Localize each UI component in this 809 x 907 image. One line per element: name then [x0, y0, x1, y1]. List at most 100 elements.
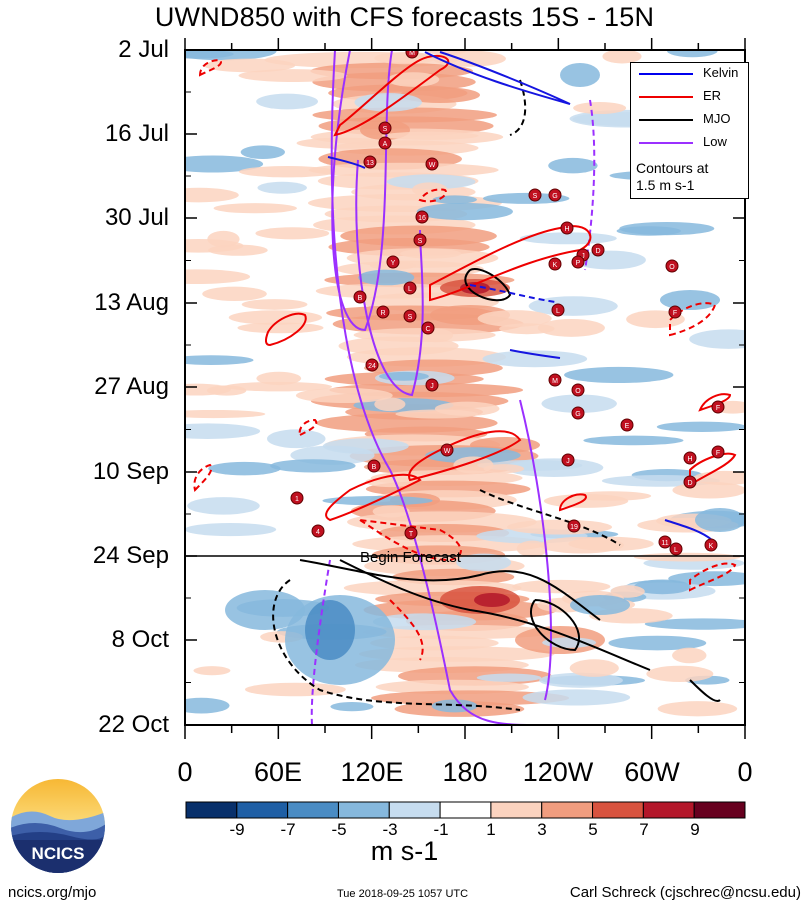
storm-marker-dot: [415, 210, 429, 224]
storm-marker: 19: [567, 519, 581, 533]
anomaly-patch: [381, 131, 479, 140]
colorbar-swatch: [185, 801, 238, 819]
storm-marker: 4: [311, 524, 325, 538]
x-tick-label: 120W: [522, 757, 594, 787]
colorbar-label: 7: [639, 820, 649, 839]
storm-marker-label: W: [444, 448, 451, 455]
legend-label: MJO: [703, 111, 731, 126]
legend-swatch: [639, 142, 693, 144]
contour-line: [310, 559, 331, 725]
storm-marker: 16: [415, 210, 429, 224]
colorbar-label: -7: [280, 820, 296, 839]
legend-label: Kelvin: [703, 65, 739, 80]
colorbar-swatch: [642, 801, 695, 819]
storm-marker: H: [683, 451, 697, 465]
colorbar-swatch: [337, 801, 390, 819]
storm-marker-label: 13: [366, 160, 374, 167]
anomaly-patch: [602, 50, 642, 64]
storm-marker-dot: [571, 255, 585, 269]
anomaly-patch: [185, 383, 231, 396]
contour-line: [519, 399, 552, 701]
storm-marker-dot: [620, 418, 634, 432]
colorbar-swatch: [236, 801, 289, 819]
contour-line: [325, 473, 422, 522]
anomaly-patch: [238, 166, 336, 178]
legend-label: ER: [703, 88, 722, 103]
legend-swatch: [639, 73, 693, 75]
anomaly-patch: [512, 579, 611, 594]
anomaly-patch: [244, 682, 346, 697]
anomaly-patch: [305, 600, 355, 660]
storm-marker-dot: [591, 243, 605, 257]
anomaly-patch: [185, 269, 251, 285]
anomaly-patch: [537, 319, 605, 337]
contour-line: [464, 268, 512, 302]
contour-line: [689, 679, 721, 702]
contour-line: [530, 599, 580, 652]
contour-line: [198, 58, 222, 77]
storm-marker-dot: [561, 453, 575, 467]
anomaly-patch: [646, 665, 714, 683]
y-tick-label: 8 Oct: [111, 626, 169, 653]
storm-marker-label: F: [716, 405, 720, 412]
contour-line: [355, 159, 424, 397]
storm-marker: B: [367, 459, 381, 473]
anomaly-patch: [426, 50, 467, 56]
anomaly-patch: [295, 387, 393, 403]
anomaly-patch: [238, 69, 348, 82]
anomaly-patch: [564, 366, 674, 384]
storm-marker: S: [378, 121, 392, 135]
storm-marker-dot: [669, 542, 683, 556]
legend-item-low: Low: [635, 134, 745, 152]
storm-marker-dot: [404, 526, 418, 540]
anomaly-patch: [656, 421, 745, 433]
storm-marker: S: [413, 233, 427, 247]
storm-marker-dot: [665, 259, 679, 273]
storm-marker-label: B: [358, 295, 363, 302]
chart-title: UWND850 with CFS forecasts 15S - 15N: [154, 2, 655, 32]
y-tick-label: 30 Jul: [104, 204, 169, 231]
storm-marker: B: [353, 290, 367, 304]
storm-marker-label: S: [418, 238, 423, 245]
storm-marker: F: [711, 445, 725, 459]
storm-marker: S: [528, 188, 542, 202]
anomaly-patch: [185, 355, 254, 365]
storm-marker-dot: [425, 157, 439, 171]
storm-marker-label: D: [687, 480, 692, 487]
y-tick-label: 27 Aug: [94, 373, 169, 400]
anomaly-patch: [569, 659, 619, 677]
storm-marker: D: [683, 475, 697, 489]
anomaly-patch: [541, 394, 617, 413]
anomaly-patch: [477, 310, 552, 327]
anomaly-patch: [570, 595, 630, 615]
anomaly-patch: [634, 579, 691, 595]
anomaly-patch: [240, 145, 285, 160]
anomaly-patch: [372, 613, 477, 631]
storm-marker: Y: [386, 255, 400, 269]
storm-marker-dot: [704, 538, 718, 552]
footer-url[interactable]: ncics.org/mjo: [8, 884, 97, 901]
contour-line: [408, 430, 522, 482]
storm-marker-label: M: [552, 378, 558, 385]
anomaly-patch: [616, 226, 681, 236]
storm-marker-label: H: [687, 456, 692, 463]
anomaly-patch: [185, 423, 261, 439]
x-tick-label: 120E: [340, 757, 404, 787]
anomaly-patch: [224, 381, 333, 392]
anomaly-patch: [568, 536, 654, 551]
storm-marker-dot: [711, 400, 725, 414]
anomaly-patch: [456, 553, 512, 572]
anomaly-patch: [257, 181, 307, 194]
colorbar-swatch: [439, 801, 492, 819]
anomaly-patch: [412, 182, 448, 197]
storm-marker: J: [425, 378, 439, 392]
anomaly-patch: [657, 701, 738, 717]
anomaly-patch: [583, 435, 684, 446]
storm-marker-label: 11: [661, 540, 668, 547]
colorbar-swatch: [693, 801, 746, 819]
storm-marker-label: L: [408, 286, 412, 293]
anomaly-patch: [548, 157, 598, 174]
anomaly-patch: [695, 508, 745, 532]
y-tick-label: 24 Sep: [92, 542, 169, 569]
storm-marker-label: G: [575, 411, 580, 418]
